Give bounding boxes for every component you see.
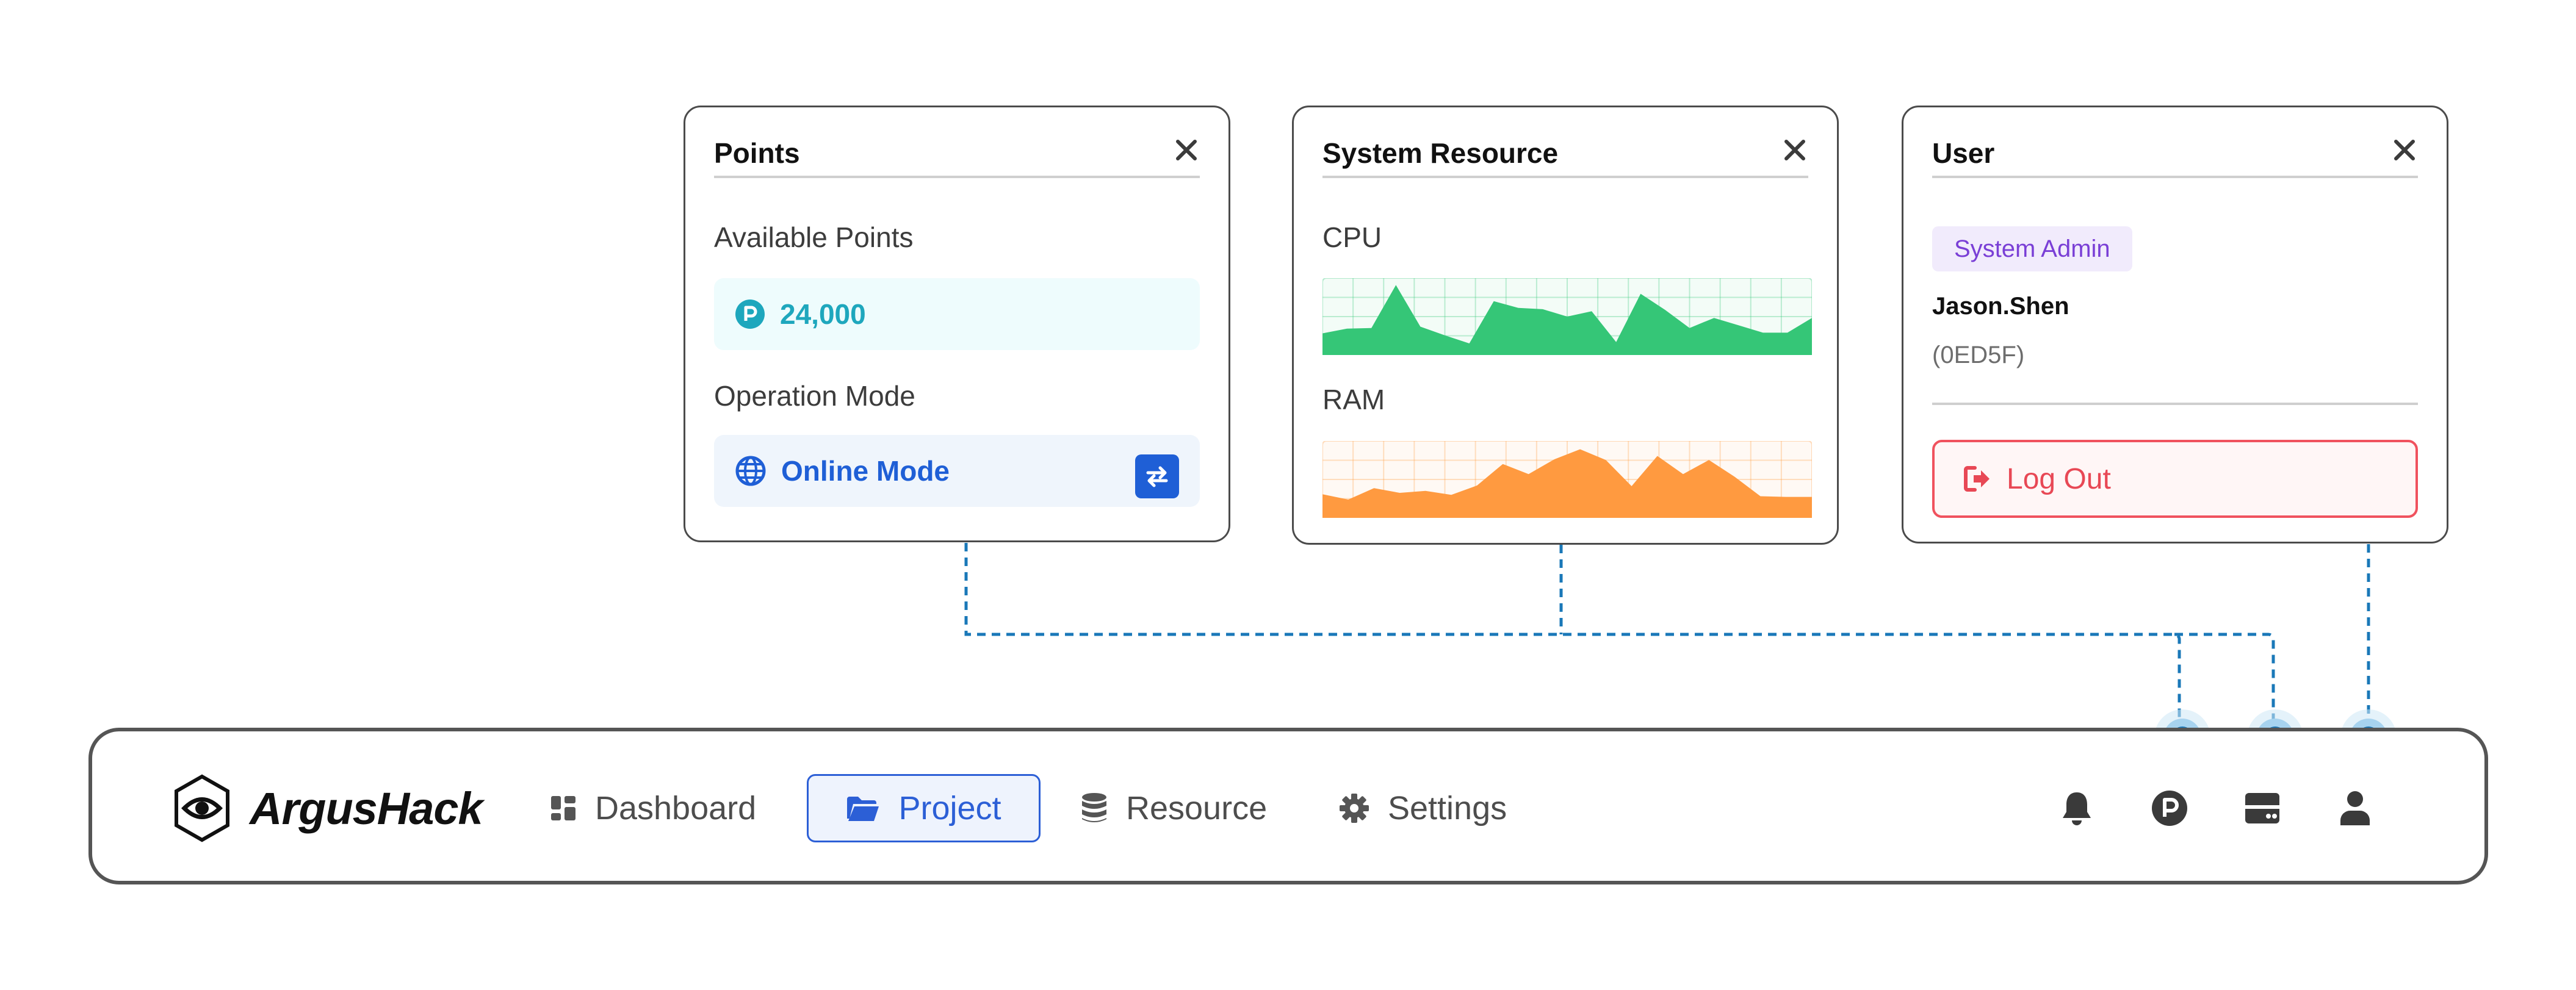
folder-icon (847, 797, 879, 821)
ram-label: RAM (1322, 384, 1385, 415)
operation-mode-value: Online Mode (781, 455, 950, 487)
close-icon (2394, 140, 2415, 160)
operation-mode-display: Online Mode (714, 435, 1200, 507)
system-resource-button[interactable] (2240, 786, 2284, 830)
nav-item-settings[interactable]: Settings (1321, 774, 1525, 842)
switch-mode-button[interactable] (1135, 454, 1179, 498)
argushack-logo-icon (175, 774, 229, 842)
nav-item-resource[interactable]: Resource (1063, 774, 1285, 842)
cpu-usage-chart (1322, 278, 1812, 355)
points-value: 24,000 (780, 298, 866, 330)
dashboard-icon (551, 796, 575, 820)
available-points-label: Available Points (714, 221, 914, 253)
nav-label-resource: Resource (1126, 790, 1268, 827)
database-icon (1082, 793, 1106, 822)
brand-name: ArgusHack (250, 783, 483, 834)
system-panel-title: System Resource (1322, 137, 1559, 169)
ram-chart-area (1322, 449, 1812, 518)
server-icon (2245, 793, 2279, 823)
nav-item-project[interactable]: Project (807, 774, 1041, 842)
notifications-button[interactable] (2055, 786, 2099, 830)
points-coin-icon (735, 300, 765, 329)
top-navbar: ArgusHack Dashboard Project Resource (88, 728, 2488, 884)
globe-icon (735, 456, 766, 486)
points-panel-title: Points (714, 137, 800, 169)
user-divider (1932, 403, 2418, 405)
nav-label-project: Project (898, 790, 1001, 827)
user-panel-close-button[interactable] (2389, 134, 2420, 166)
nav-item-dashboard[interactable]: Dashboard (532, 774, 774, 842)
points-button[interactable] (2148, 786, 2192, 830)
points-display: 24,000 (714, 278, 1200, 350)
operation-mode-label: Operation Mode (714, 380, 915, 412)
nav-label-dashboard: Dashboard (595, 790, 757, 827)
user-button[interactable] (2333, 786, 2377, 830)
role-badge: System Admin (1932, 226, 2132, 271)
gear-icon (1340, 794, 1369, 823)
nav-label-settings: Settings (1388, 790, 1507, 827)
close-icon (1784, 140, 1805, 160)
bell-icon (2063, 792, 2091, 825)
user-name: Jason.Shen (1932, 293, 2069, 320)
logout-label: Log Out (2007, 462, 2111, 495)
cpu-label: CPU (1322, 221, 1382, 253)
user-panel-title: User (1932, 137, 1995, 169)
points-icon (2152, 791, 2187, 826)
user-id: (0ED5F) (1932, 342, 2025, 368)
points-panel-close-button[interactable] (1171, 134, 1202, 166)
system-resource-panel: System Resource CPU RAM (1292, 106, 1839, 545)
user-icon (2340, 791, 2370, 825)
system-panel-header: System Resource (1322, 132, 1808, 178)
brand[interactable]: ArgusHack (173, 774, 483, 842)
logout-button[interactable]: Log Out (1932, 440, 2418, 518)
user-panel: User System Admin Jason.Shen (0ED5F) Log… (1902, 106, 2448, 543)
swap-icon (1146, 466, 1168, 487)
user-panel-header: User (1932, 132, 2418, 178)
system-panel-close-button[interactable] (1779, 134, 1811, 166)
cpu-chart-area (1322, 285, 1812, 355)
close-icon (1176, 140, 1197, 160)
points-panel-header: Points (714, 132, 1200, 178)
ram-usage-chart (1322, 441, 1812, 518)
points-panel: Points Available Points 24,000 Operation… (684, 106, 1230, 542)
logout-icon (1964, 466, 1990, 492)
